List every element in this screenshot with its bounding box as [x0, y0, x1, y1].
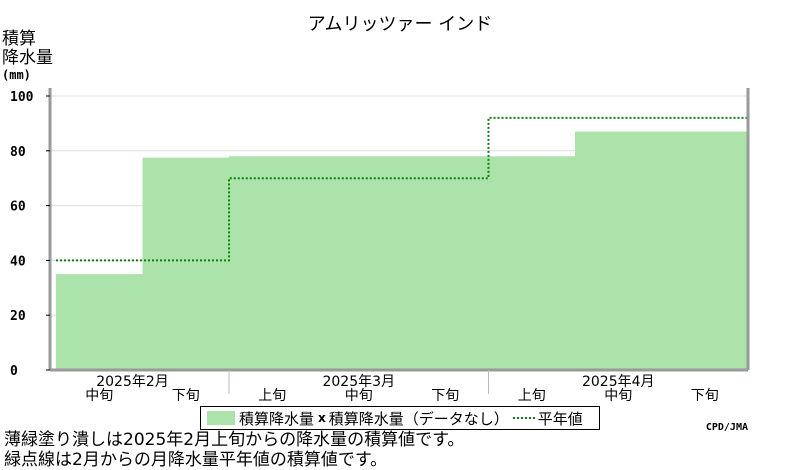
area-step-中旬 — [56, 274, 143, 370]
y-axis-label-line2: 降水量 — [2, 48, 53, 68]
credit-text: CPD/JMA — [705, 422, 748, 433]
y-tick-label: 100 — [10, 90, 34, 105]
x-period-label: 中旬 — [345, 388, 373, 404]
x-period-label: 中旬 — [604, 388, 632, 404]
note-fill-description: 薄緑塗り潰しは2025年2月上旬からの降水量の積算値です。 — [4, 430, 465, 450]
plot-frame — [48, 88, 750, 372]
legend-missing-label: 積算降水量（データなし） — [328, 409, 509, 428]
legend-normal-label: 平年値 — [537, 409, 583, 428]
x-month-label: 2025年2月 — [96, 374, 169, 390]
x-period-label: 上旬 — [518, 388, 546, 404]
area-step-下旬 — [402, 156, 489, 370]
legend: 積算降水量 x 積算降水量（データなし） 平年値 — [200, 406, 600, 430]
x-period-label: 中旬 — [85, 388, 113, 404]
legend-missing-marker: x — [318, 411, 326, 425]
x-period-label: 上旬 — [258, 388, 286, 404]
y-tick-label: 0 — [10, 364, 18, 379]
area-step-上旬 — [229, 156, 316, 370]
normal-step-line — [56, 116, 748, 262]
y-axis-label: 積算 降水量 (mm) — [2, 29, 53, 83]
y-tick-label: 40 — [10, 254, 26, 269]
note-normal-description: 緑点線は2月からの月降水量平年値の積算値です。 — [4, 450, 388, 470]
area-step-中旬 — [315, 156, 403, 370]
legend-fill-swatch — [207, 411, 235, 425]
x-period-label: 下旬 — [172, 388, 200, 404]
x-month-label: 2025年4月 — [582, 374, 655, 390]
normal-precip-line — [56, 116, 748, 262]
y-tick-label: 60 — [10, 200, 26, 215]
x-month-label: 2025年3月 — [322, 374, 395, 390]
area-step-上旬 — [488, 156, 576, 370]
x-period-label: 下旬 — [431, 388, 459, 404]
area-step-下旬 — [661, 131, 749, 370]
y-axis-label-line1: 積算 — [2, 29, 36, 49]
legend-filled-label: 積算降水量 — [239, 409, 315, 428]
area-step-下旬 — [142, 157, 230, 370]
y-tick-label: 20 — [10, 309, 26, 324]
y-axis-unit: (mm) — [2, 68, 31, 82]
y-axis-ticks: 0 20 40 60 80 100 — [10, 90, 50, 379]
legend-normal-dotted-line — [512, 417, 535, 419]
area-step-中旬 — [575, 131, 662, 370]
y-tick-label: 80 — [10, 145, 26, 160]
accumulated-precip-area — [56, 131, 749, 370]
chart-title: アムリッツァー インド — [307, 14, 493, 35]
x-period-label: 下旬 — [691, 388, 719, 404]
